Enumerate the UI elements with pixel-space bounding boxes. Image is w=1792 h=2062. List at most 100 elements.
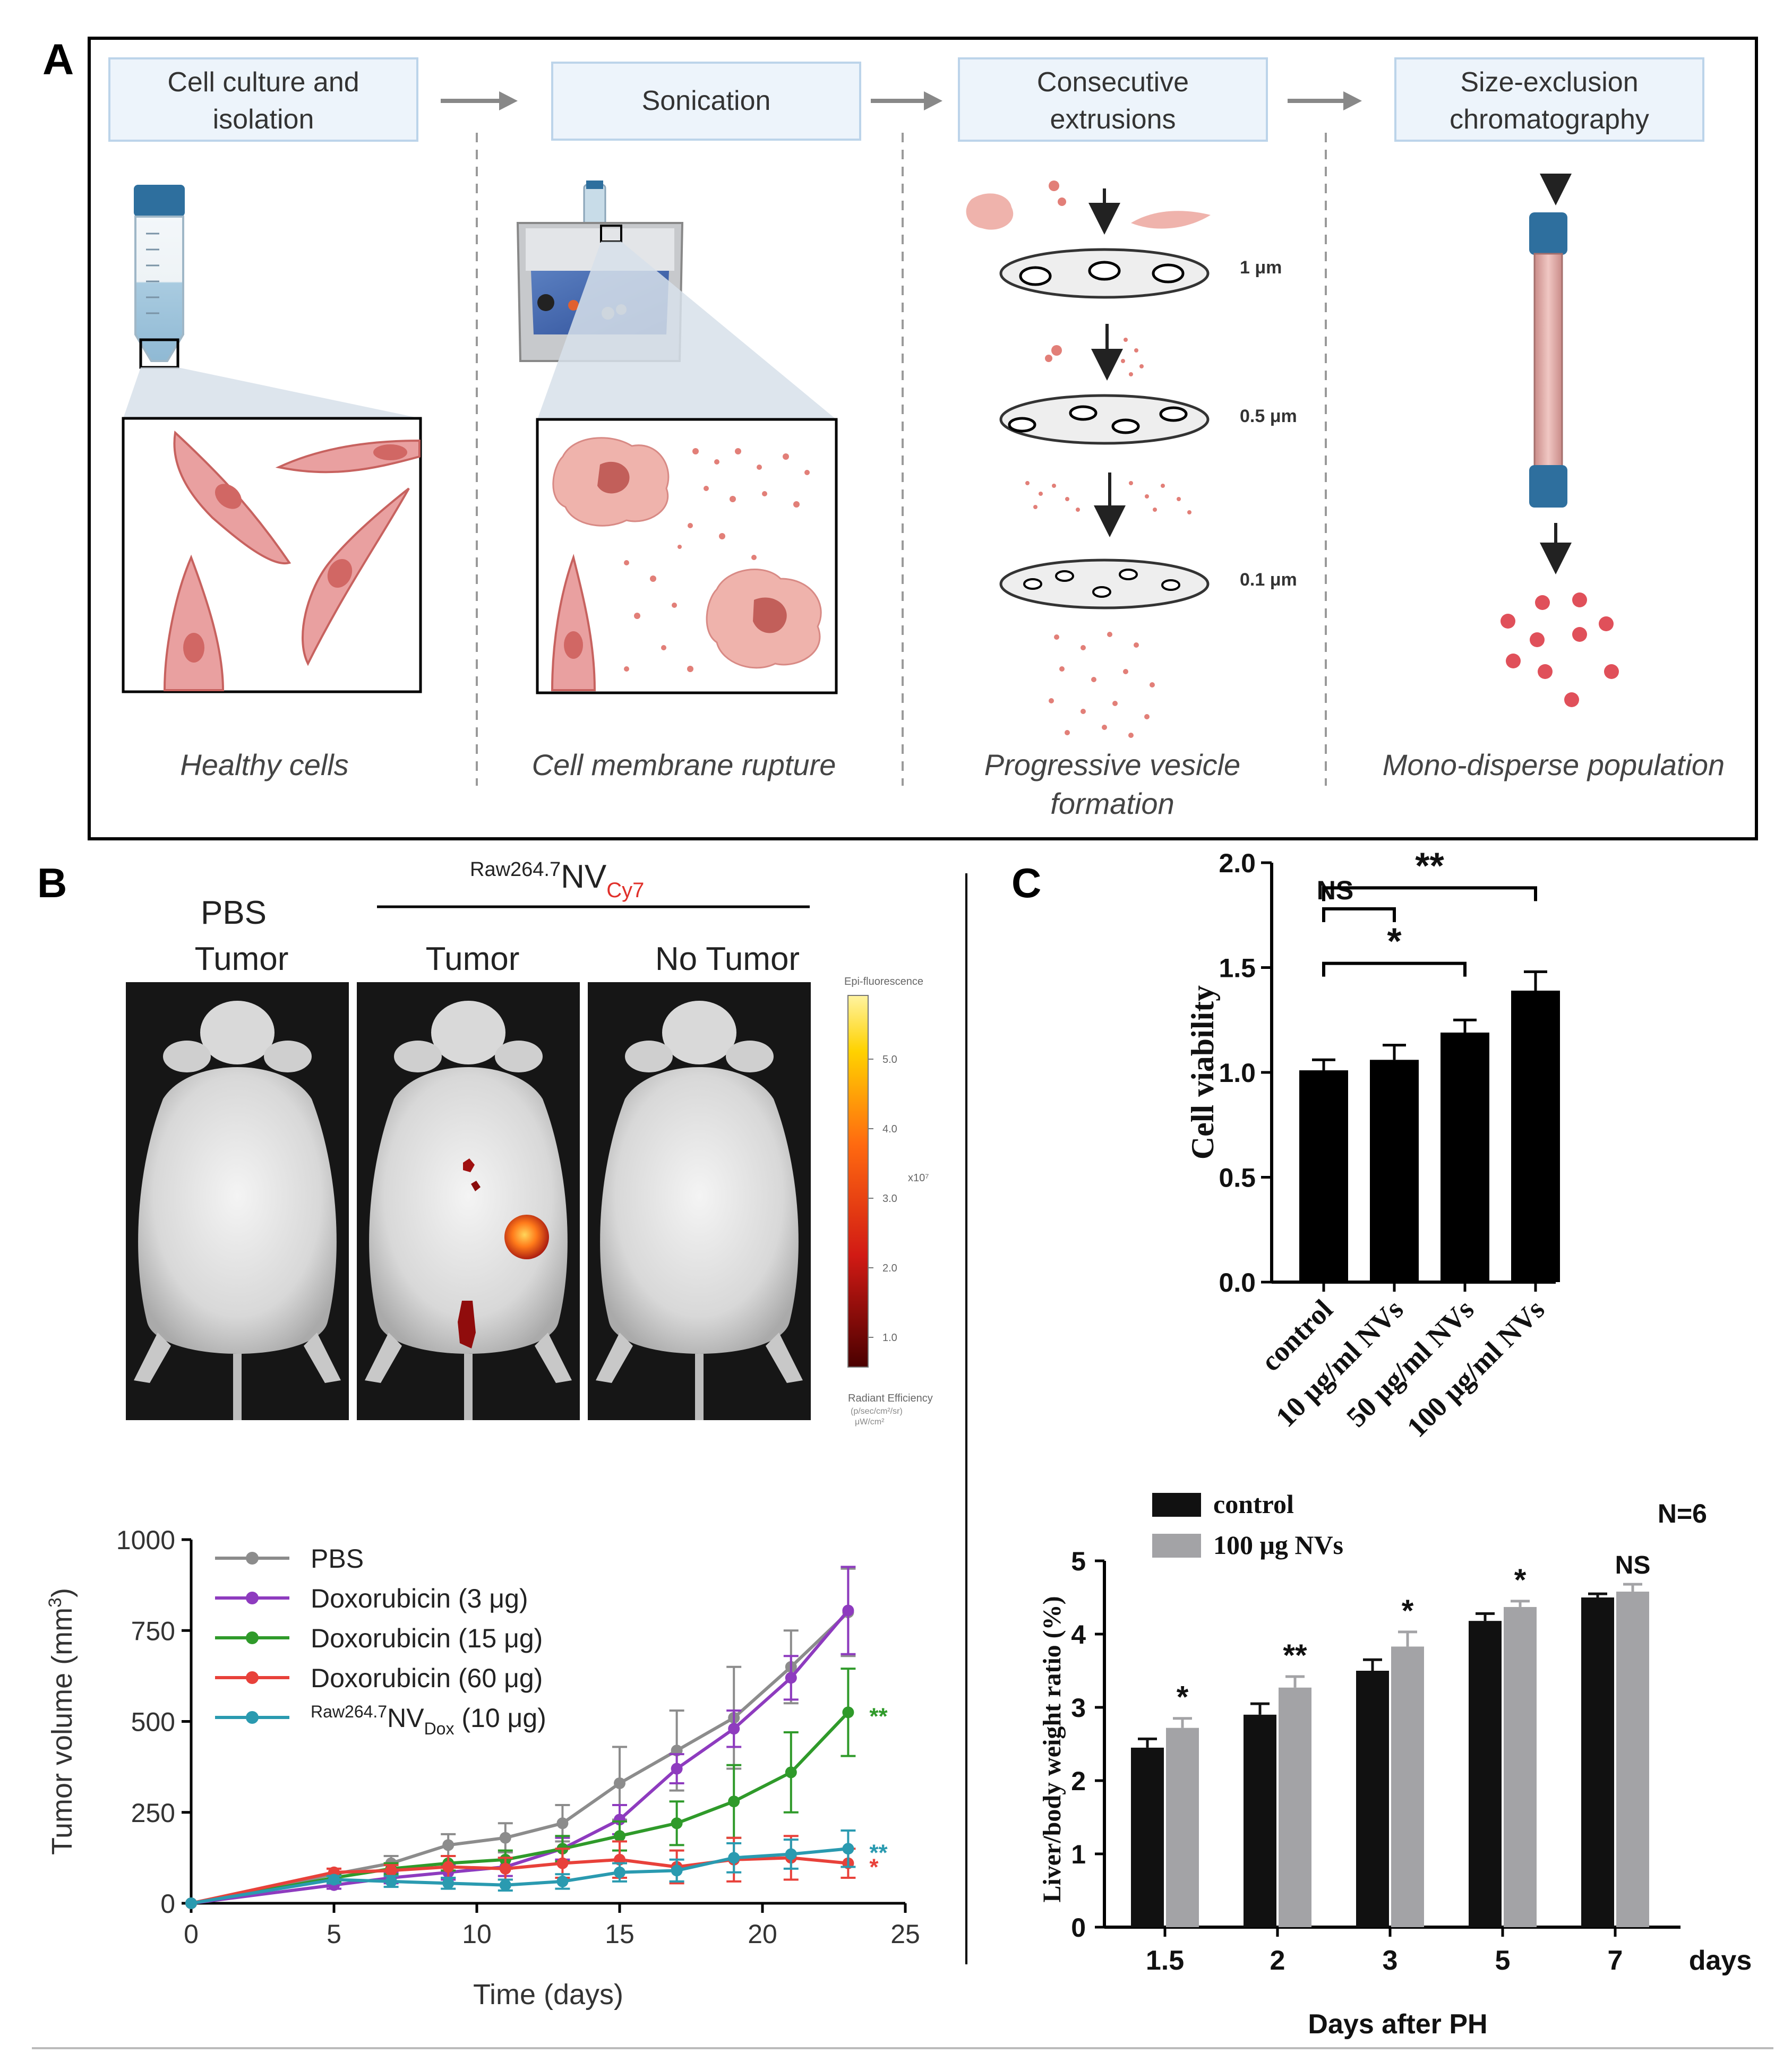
legend-label: Doxorubicin (60 μg): [311, 1663, 543, 1693]
arrow-head-icon: [1343, 91, 1362, 110]
step-4-title-line2: chromatography: [1450, 104, 1649, 135]
bar: [1356, 1671, 1389, 1927]
x-tick-label: 15: [605, 1919, 635, 1949]
colorbar-title: Epi-fluorescence: [844, 976, 923, 987]
series-5: **: [185, 1829, 888, 1909]
step-arrows: [441, 91, 1362, 110]
step-box-3: Consecutive extrusions: [958, 57, 1268, 142]
data-point: [614, 1777, 625, 1789]
pore-size-1: 1 μm: [1240, 257, 1282, 278]
column-dividers: [476, 133, 1327, 786]
tumor-signal: [504, 1215, 549, 1259]
significance-bracket: [1322, 886, 1537, 901]
y-axis-title: Liver/body weight ratio (%): [1038, 1596, 1066, 1902]
colorbar-unit-line1: Radiant Efficiency: [848, 1393, 933, 1404]
data-point: [499, 1862, 511, 1875]
falcon-tube-illustration: [123, 185, 421, 418]
significance-label: *: [1387, 921, 1402, 962]
panel-a-frame: [88, 37, 1758, 840]
imaging-col-label-1: Tumor: [195, 941, 289, 977]
significance-label: *: [1177, 1680, 1189, 1715]
y-tick-label: 4: [1071, 1620, 1086, 1649]
arrow-head-icon: [924, 91, 942, 110]
bar: [1391, 1646, 1424, 1927]
caption-1: Healthy cells: [180, 748, 348, 781]
caption-2: Cell membrane rupture: [532, 748, 836, 781]
colorbar-unit-line3: μW/cm²: [855, 1417, 885, 1427]
pore-size-2: 0.5 μm: [1240, 406, 1297, 426]
legend-label: PBS: [311, 1544, 364, 1574]
series-line: [191, 1711, 850, 1905]
mouse-image-3: [588, 982, 811, 1420]
x-tick-label: 2: [1270, 1945, 1285, 1976]
sec-column-illustration: [1501, 174, 1619, 707]
colorbar-ticks: 5.0 4.0 3.0 2.0 1.0: [868, 1054, 897, 1344]
legend-label: control: [1213, 1489, 1294, 1519]
bar: [1511, 990, 1560, 1282]
legend-label: Raw264.7NVDox (10 μg): [311, 1702, 546, 1738]
mouse-image-2: [357, 982, 580, 1420]
healthy-cells-inset: [122, 417, 422, 693]
y-tick-label: 1.0: [1219, 1058, 1256, 1088]
significance-label: **: [1283, 1638, 1307, 1673]
pbs-group-label: PBS: [201, 895, 267, 931]
nv-group-label: Raw264.7NVCy7: [470, 858, 644, 902]
significance-marker: *: [869, 1854, 879, 1880]
data-point: [671, 1763, 683, 1775]
legend-item: Raw264.7NVDox (10 μg): [215, 1702, 546, 1738]
caption-3-line1: Progressive vesicle: [984, 748, 1240, 781]
significance-marker: **: [869, 1703, 888, 1729]
significance-bracket: [1322, 961, 1467, 977]
step-captions: Healthy cells Cell membrane rupture Prog…: [180, 748, 1725, 820]
step-3-title-line1: Consecutive: [1037, 67, 1189, 98]
bar: [1616, 1591, 1649, 1927]
legend-item: PBS: [215, 1544, 364, 1574]
x-axis-title: Days after PH: [1308, 2009, 1487, 2040]
significance-label: *: [1402, 1594, 1414, 1628]
legend-swatch: [1152, 1493, 1201, 1517]
data-point: [785, 1672, 797, 1684]
y-tick-label: 2: [1071, 1766, 1086, 1796]
ruptured-cells-inset: [536, 418, 838, 694]
data-point: [442, 1861, 455, 1873]
legend-item: Doxorubicin (15 μg): [215, 1623, 543, 1653]
data-point: [499, 1832, 511, 1844]
mouse-image-1: [126, 982, 349, 1420]
sonicator-illustration: [516, 181, 836, 419]
x-tick-label: 3: [1383, 1945, 1398, 1976]
x-tick-label: 25: [890, 1919, 920, 1949]
significance-marker: **: [869, 1840, 888, 1866]
bar: [1504, 1606, 1537, 1927]
x-tick-label: 5: [1495, 1945, 1511, 1976]
legend-label: Doxorubicin (15 μg): [311, 1623, 543, 1653]
significance-bracket: [1322, 907, 1396, 922]
significance-label: NS: [1615, 1551, 1651, 1579]
y-tick-label: 1: [1071, 1840, 1086, 1869]
y-tick-label: 1000: [116, 1525, 175, 1555]
tumor-volume-chart: 0 250 500 750 1000 0 5 10 15 20 25 Time (days) Tumor…: [45, 1525, 920, 2011]
data-point: [671, 1865, 683, 1877]
y-tick-label: 5: [1071, 1546, 1086, 1576]
y-tick-label: 0.0: [1219, 1268, 1256, 1298]
data-point: [728, 1852, 740, 1864]
data-point: [614, 1866, 625, 1878]
x-unit-label: days: [1689, 1945, 1752, 1976]
legend-label: 100 μg NVs: [1213, 1530, 1343, 1560]
data-point: [614, 1814, 625, 1826]
bar: [1279, 1687, 1311, 1927]
y-tick-label: 0: [160, 1889, 175, 1919]
arrow-head-icon: [499, 91, 518, 110]
data-point: [442, 1839, 455, 1851]
x-tick-label: 0: [184, 1919, 199, 1949]
step-4-title-line1: Size-exclusion: [1460, 67, 1638, 98]
x-tick-label: 10: [462, 1919, 492, 1949]
ivis-images: [126, 982, 811, 1420]
step-2-title: Sonication: [642, 85, 771, 116]
legend-item: Doxorubicin (3 μg): [215, 1584, 528, 1613]
bar: [1469, 1621, 1502, 1927]
bar: [1441, 1032, 1489, 1282]
y-tick-label: 0: [1071, 1913, 1086, 1943]
series-line: [191, 1856, 848, 1905]
